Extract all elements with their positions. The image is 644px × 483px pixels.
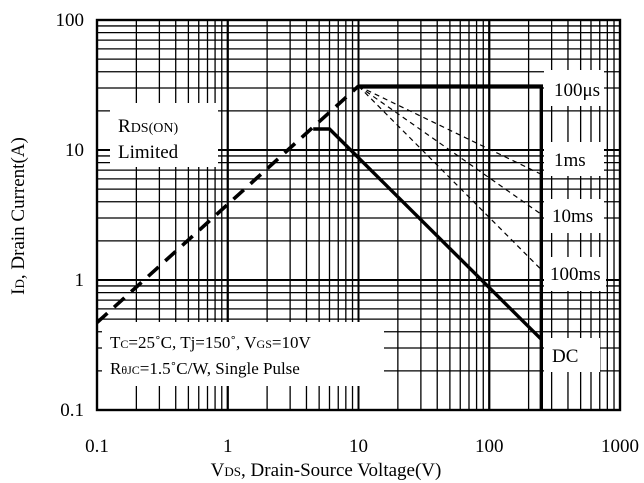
label-dc: DC — [552, 346, 578, 367]
series-pulse-100us — [358, 84, 543, 410]
x-tick-label: 100 — [475, 436, 504, 457]
series-lines — [95, 84, 543, 410]
label-100ms: 100ms — [550, 264, 601, 285]
y-axis-label: ID, Drain Current(A) — [8, 137, 29, 295]
series-labels: 100μs 1ms 10ms 100ms DC — [544, 70, 606, 372]
x-axis-label: VDS, Drain-Source Voltage(V) — [211, 460, 442, 481]
label-100us: 100μs — [554, 80, 600, 101]
rds-limited-annotation: RDS(ON) Limited — [110, 103, 218, 167]
tick-labels: 0.1 1 10 100 1000 0.1 1 10 100 — [56, 10, 640, 457]
label-10ms-box — [544, 199, 604, 233]
series-dc — [313, 127, 543, 341]
y-tick-label: 10 — [65, 140, 84, 161]
label-100us-box — [544, 70, 604, 106]
conditions-line-2: RθJC=1.5˚C/W, Single Pulse — [110, 359, 300, 378]
y-tick-label: 100 — [56, 10, 85, 31]
conditions-box — [102, 322, 384, 386]
series-pulse-10ms — [358, 85, 542, 215]
label-10ms: 10ms — [552, 206, 593, 227]
conditions-annotation: TC=25˚C, Tj=150˚, VGS=10V RθJC=1.5˚C/W, … — [102, 322, 384, 386]
x-tick-label: 10 — [349, 436, 368, 457]
x-tick-label: 1000 — [601, 436, 639, 457]
series-pulse-100ms — [358, 85, 542, 271]
label-1ms: 1ms — [554, 150, 586, 171]
label-1ms-box — [544, 142, 604, 176]
y-tick-label: 1 — [75, 270, 85, 291]
x-tick-label: 0.1 — [85, 436, 109, 457]
x-tick-label: 1 — [223, 436, 233, 457]
rds-limited-box — [110, 103, 218, 167]
plot-frame — [95, 18, 622, 412]
series-rds-limit — [95, 84, 360, 324]
label-100ms-box — [544, 257, 606, 291]
y-tick-label: 0.1 — [60, 400, 84, 421]
rds-limited-label: RDS(ON) — [118, 116, 178, 137]
series-pulse-1ms — [358, 85, 542, 175]
conditions-line-1: TC=25˚C, Tj=150˚, VGS=10V — [110, 333, 311, 352]
label-dc-box — [544, 338, 600, 372]
rds-limited-text: Limited — [118, 142, 179, 163]
